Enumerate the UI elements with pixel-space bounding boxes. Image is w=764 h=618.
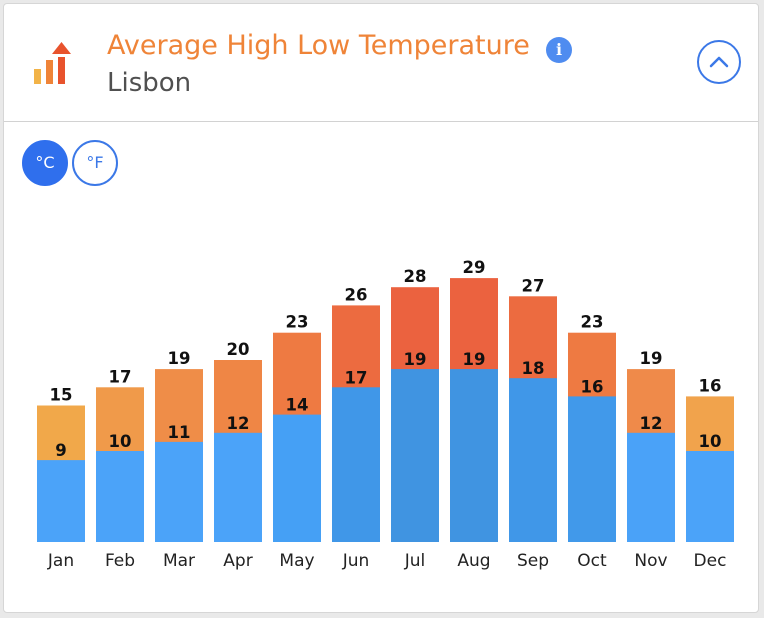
high-value-label: 29 [463, 258, 486, 277]
high-value-label: 16 [699, 376, 722, 395]
celsius-button[interactable]: °C [22, 140, 68, 186]
chevron-up-icon [709, 56, 729, 68]
bar-low-may [273, 414, 321, 542]
month-label: Nov [634, 551, 667, 571]
high-value-label: 20 [227, 340, 250, 359]
month-label: May [279, 551, 314, 571]
low-value-label: 9 [55, 441, 66, 460]
high-value-label: 19 [168, 349, 191, 368]
month-label: Jan [47, 551, 74, 571]
high-value-label: 27 [522, 276, 545, 295]
low-value-label: 14 [286, 396, 309, 415]
low-value-label: 19 [463, 350, 486, 369]
bar-low-apr [214, 432, 262, 542]
high-value-label: 23 [286, 313, 309, 332]
high-value-label: 23 [581, 313, 604, 332]
month-label: Jul [404, 551, 426, 571]
month-label: Oct [577, 551, 607, 571]
month-label: Aug [457, 551, 490, 571]
bar-low-dec [686, 451, 734, 542]
bar-low-jul [391, 369, 439, 542]
bar-chart-up-arrow-icon [34, 42, 71, 84]
month-label: Mar [163, 551, 195, 571]
bar-low-mar [155, 441, 203, 542]
bar-low-sep [509, 378, 557, 542]
low-value-label: 16 [581, 377, 604, 396]
low-value-label: 10 [699, 432, 722, 451]
low-value-label: 10 [109, 432, 132, 451]
month-label: Feb [105, 551, 135, 571]
month-label: Jun [342, 551, 370, 571]
collapse-button[interactable] [697, 40, 741, 84]
bar-low-jun [332, 387, 380, 542]
high-value-label: 26 [345, 285, 368, 304]
high-value-label: 15 [50, 386, 73, 405]
high-value-label: 17 [109, 367, 132, 386]
month-label: Dec [694, 551, 727, 571]
month-label: Sep [517, 551, 549, 571]
card-header: Average High Low Temperature i Lisbon [4, 4, 758, 122]
high-value-label: 19 [640, 349, 663, 368]
month-label: Apr [223, 551, 252, 571]
bar-low-feb [96, 451, 144, 542]
bar-low-nov [627, 432, 675, 542]
fahrenheit-button[interactable]: °F [72, 140, 118, 186]
bar-low-oct [568, 396, 616, 542]
low-value-label: 18 [522, 359, 545, 378]
bar-low-jan [37, 460, 85, 542]
low-value-label: 12 [640, 414, 663, 433]
page-title: Average High Low Temperature [107, 30, 530, 61]
bar-low-aug [450, 369, 498, 542]
low-value-label: 19 [404, 350, 427, 369]
high-value-label: 28 [404, 267, 427, 286]
low-value-label: 12 [227, 414, 250, 433]
low-value-label: 17 [345, 368, 368, 387]
info-icon[interactable]: i [546, 37, 572, 63]
city-name: Lisbon [107, 68, 192, 98]
low-value-label: 11 [168, 423, 191, 442]
